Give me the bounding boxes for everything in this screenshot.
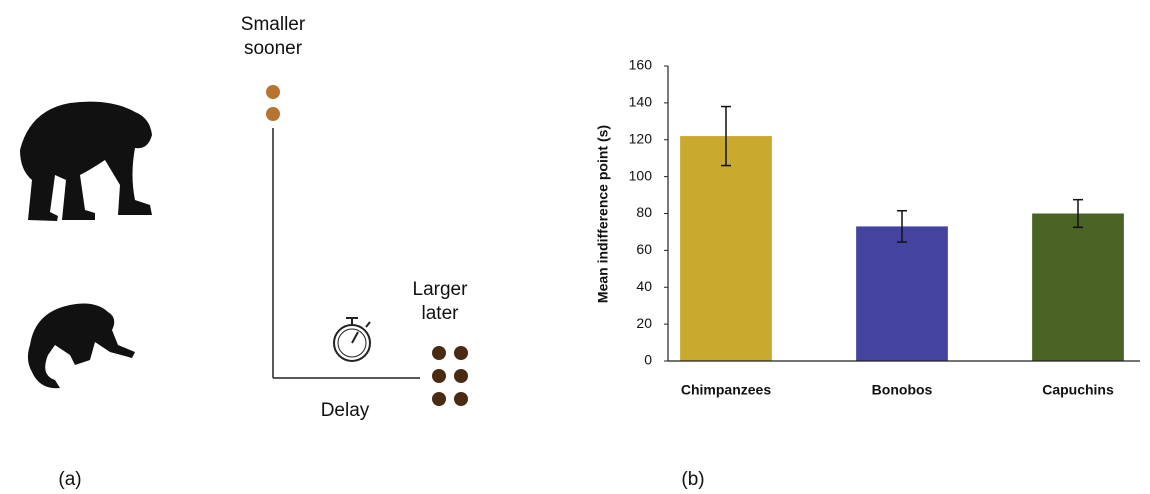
pellet-group — [432, 346, 468, 406]
y-axis-label: Mean indifference point (s) — [595, 125, 611, 303]
y-tick-label: 60 — [636, 241, 652, 257]
smaller-sooner-label: sooner — [244, 38, 303, 59]
bar — [856, 226, 948, 361]
x-tick-label: Chimpanzees — [681, 382, 771, 398]
panel-label: (a) — [58, 469, 81, 490]
stopwatch-icon — [334, 318, 370, 361]
y-tick-label: 40 — [636, 278, 652, 294]
delay-label: Delay — [321, 400, 370, 421]
larger-later-label: Larger — [413, 279, 469, 300]
figure: Smaller sooner Larger later Delay (a) (b… — [0, 0, 1150, 494]
y-tick-label: 120 — [629, 130, 653, 146]
bar — [680, 136, 772, 361]
y-tick-label: 0 — [644, 352, 652, 368]
y-tick-label: 140 — [629, 94, 653, 110]
food-pellet — [266, 107, 280, 121]
smaller-sooner-label: Smaller — [241, 14, 306, 35]
y-tick-label: 160 — [629, 57, 653, 73]
y-tick-label: 100 — [629, 167, 653, 183]
y-tick-label: 80 — [636, 204, 652, 220]
bar — [1032, 214, 1124, 362]
y-tick-label: 20 — [636, 315, 652, 331]
panel-label: (b) — [681, 469, 704, 490]
chimp-icon — [20, 102, 152, 221]
x-tick-label: Bonobos — [872, 382, 933, 398]
food-pellet — [266, 85, 280, 99]
larger-later-label: later — [422, 303, 460, 324]
x-tick-label: Capuchins — [1042, 382, 1114, 398]
monkey-icon — [28, 304, 135, 389]
